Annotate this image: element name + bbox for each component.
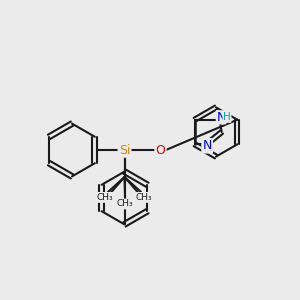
- Text: O: O: [156, 143, 165, 157]
- Text: N: N: [216, 111, 226, 124]
- Text: N: N: [202, 139, 212, 152]
- Text: H: H: [223, 112, 231, 122]
- Text: CH₃: CH₃: [136, 193, 152, 202]
- Text: CH₃: CH₃: [117, 200, 134, 208]
- Text: CH₃: CH₃: [97, 193, 113, 202]
- Text: Si: Si: [119, 143, 130, 157]
